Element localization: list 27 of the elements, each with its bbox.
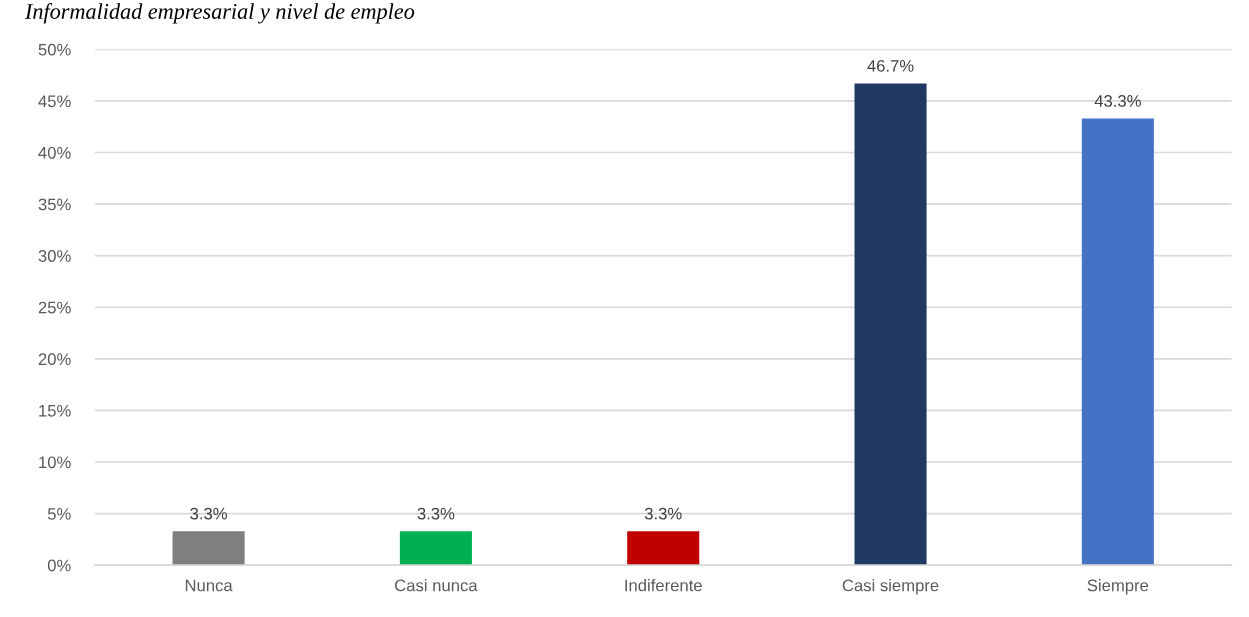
data-label: 43.3% <box>1094 95 1141 107</box>
data-label: 3.3% <box>417 507 455 520</box>
bar <box>399 531 472 566</box>
y-tick-label: 0% <box>47 559 71 572</box>
y-tick-label: 45% <box>38 95 71 108</box>
y-tick-label: 50% <box>38 43 71 56</box>
data-label: 46.7% <box>867 59 914 72</box>
data-label: 3.3% <box>190 507 227 520</box>
x-tick-label: Indiferente <box>625 579 702 592</box>
y-tick-label: 25% <box>38 301 71 314</box>
x-tick-label: Siempre <box>1087 579 1149 595</box>
bar <box>854 83 927 566</box>
chart-title: Informalidad empresarial y nivel de empleo <box>24 3 415 24</box>
x-tick-label: Casi nunca <box>395 579 478 592</box>
y-tick-label: 20% <box>38 353 71 366</box>
bar <box>172 531 245 566</box>
y-tick-label: 40% <box>38 146 71 159</box>
y-tick-label: 10% <box>39 456 71 469</box>
data-label: 3.3% <box>644 507 682 520</box>
y-tick-label: 35% <box>38 198 71 211</box>
bar <box>627 531 700 566</box>
x-tick-label: Casi siempre <box>842 579 939 595</box>
bar <box>1081 118 1154 566</box>
x-tick-label: Nunca <box>185 579 233 592</box>
y-tick-label: 15% <box>39 404 71 417</box>
y-tick-label: 30% <box>38 250 71 262</box>
y-tick-label: 5% <box>47 508 71 520</box>
